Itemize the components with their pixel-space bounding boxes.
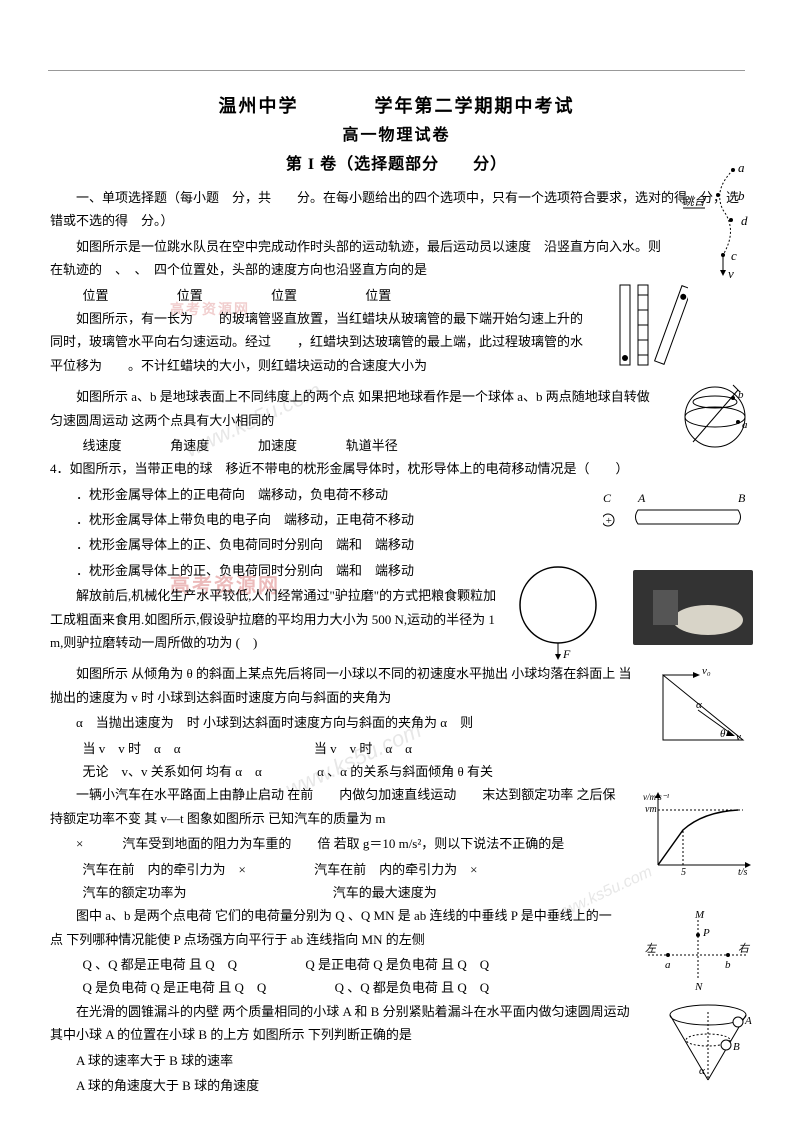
q8-options-1: Q 、Q 都是正电荷 且 Q Q Q 是正电荷 Q 是负电荷 且 Q Q: [50, 953, 743, 976]
opt: 无论 v、v 关系如何 均有 α α: [83, 760, 262, 783]
label-b: b: [725, 959, 731, 971]
q9-b: A 球的角速度大于 B 球的角速度: [50, 1074, 743, 1097]
q7-options-2: 汽车的额定功率为 汽车的最大速度为: [50, 881, 743, 904]
opt: 位置: [365, 284, 391, 307]
opt: 汽车在前 内的牵引力为 ×: [83, 858, 246, 881]
exam-header: 温州中学 学年第二学期期中考试 高一物理试卷 第 I 卷（选择题部分 分）: [50, 90, 743, 180]
opt: Q 是负电荷 Q 是正电荷 且 Q Q: [83, 976, 267, 999]
opt: 汽车的额定功率为: [83, 881, 187, 904]
school-name: 温州中学: [219, 96, 299, 116]
label-a: a: [665, 959, 671, 971]
q6-options-2: 无论 v、v 关系如何 均有 α α α 、α 的关系与斜面倾角 θ 有关: [50, 760, 743, 783]
top-rule: [48, 70, 745, 71]
q5-text: 解放前后,机械化生产水平较低,人们经常通过"驴拉磨"的方式把粮食颗粒加工成粗面来…: [50, 584, 743, 654]
q4-text: 如图所示，当带正电的球 移近不带电的枕形金属导体时，枕形导体上的电荷移动情况是（…: [70, 461, 629, 476]
q9-l1: 在光滑的圆锥漏斗的内壁 两个质量相同的小球 A 和 B 分别紧贴着漏斗在水平面内…: [50, 1000, 743, 1047]
q4-num: 4．: [50, 461, 70, 476]
q4-b: ．枕形金属导体上带负电的电子向 端移动，正电荷不移动: [50, 508, 743, 531]
q9-a: A 球的速率大于 B 球的速率: [50, 1049, 743, 1072]
section-intro: 一、单项选择题（每小题 分，共 分。在每小题给出的四个选项中，只有一个选项符合要…: [50, 186, 743, 233]
q4-c: ．枕形金属导体上的正、负电荷同时分别向 端和 端移动: [50, 533, 743, 556]
q8-l1: 图中 a、b 是两个点电荷 它们的电荷量分别为 Q 、Q MN 是 ab 连线的…: [50, 904, 743, 951]
term-title: 学年第二学期期中考试: [375, 96, 575, 116]
tick-5: 5: [681, 867, 686, 875]
opt: Q 是正电荷 Q 是负电荷 且 Q Q: [305, 953, 489, 976]
opt: 加速度: [258, 434, 297, 457]
content: 一、单项选择题（每小题 分，共 分。在每小题给出的四个选项中，只有一个选项符合要…: [50, 186, 743, 1097]
q6-l1: 如图所示 从倾角为 θ 的斜面上某点先后将同一小球以不同的初速度水平抛出 小球均…: [50, 662, 743, 709]
label-A: A: [744, 1015, 752, 1027]
q8-options-2: Q 是负电荷 Q 是正电荷 且 Q Q Q 、Q 都是负电荷 且 Q Q: [50, 976, 743, 999]
q6-l2: α 当抛出速度为 时 小球到达斜面时速度方向与斜面的夹角为 α 则: [50, 711, 743, 734]
q7-options-1: 汽车在前 内的牵引力为 × 汽车在前 内的牵引力为 ×: [50, 858, 743, 881]
section-title: 第 I 卷（选择题部分 分）: [50, 151, 743, 180]
label-xaxis: t/s: [738, 867, 748, 875]
q4-a: ．枕形金属导体上的正电荷向 端移动，负电荷不移动: [50, 483, 743, 506]
label-N: N: [694, 981, 703, 990]
q3-options: 线速度 角速度 加速度 轨道半径: [50, 434, 743, 457]
opt: 位置: [83, 284, 109, 307]
opt: Q 、Q 都是正电荷 且 Q Q: [83, 953, 238, 976]
paper-title: 高一物理试卷: [50, 122, 743, 151]
opt: 轨道半径: [346, 434, 398, 457]
opt: α 、α 的关系与斜面倾角 θ 有关: [317, 760, 493, 783]
opt: 角速度: [170, 434, 209, 457]
opt: 当 v v 时 α α: [314, 737, 412, 760]
opt: 线速度: [83, 434, 122, 457]
opt: 当 v v 时 α α: [83, 737, 181, 760]
q3-text: 如图所示 a、b 是地球表面上不同纬度上的两个点 如果把地球看作是一个球体 a、…: [50, 385, 743, 432]
q4-d: ．枕形金属导体上的正、负电荷同时分别向 端和 端移动: [50, 559, 743, 582]
q4: 4．如图所示，当带正电的球 移近不带电的枕形金属导体时，枕形导体上的电荷移动情况…: [50, 457, 743, 480]
q2-text: 如图所示，有一长为 的玻璃管竖直放置，当红蜡块从玻璃管的最下端开始匀速上升的同时…: [50, 307, 743, 377]
q6-options-1: 当 v v 时 α α 当 v v 时 α α: [50, 737, 743, 760]
opt: 位置: [271, 284, 297, 307]
label-a: a: [738, 160, 745, 175]
opt: 汽车在前 内的牵引力为 ×: [314, 858, 477, 881]
q7-l2: × 汽车受到地面的阻力为车重的 倍 若取 g＝10 m/s²，则以下说法不正确的…: [50, 832, 743, 855]
q7-l1: 一辆小汽车在水平路面上由静止启动 在前 内做匀加速直线运动 末达到额定功率 之后…: [50, 783, 743, 830]
title-line-1: 温州中学 学年第二学期期中考试: [50, 90, 743, 122]
q1-text: 如图所示是一位跳水队员在空中完成动作时头部的运动轨迹，最后运动员以速度 沿竖直方…: [50, 235, 743, 282]
opt: 位置: [177, 284, 203, 307]
opt: 汽车的最大速度为: [333, 881, 437, 904]
opt: Q 、Q 都是负电荷 且 Q Q: [335, 976, 490, 999]
